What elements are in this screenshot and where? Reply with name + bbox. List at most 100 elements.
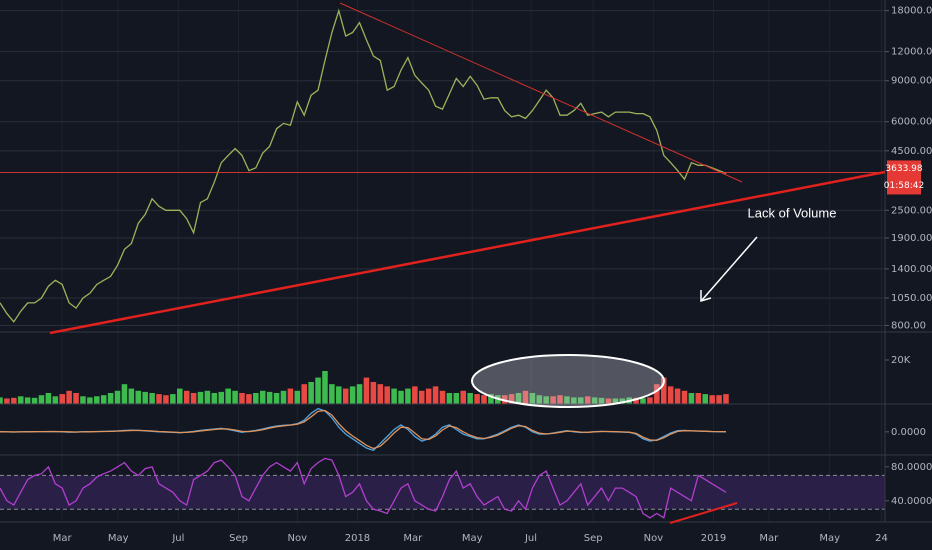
volume-bar	[349, 386, 356, 404]
volume-bar	[4, 398, 10, 404]
volume-bar	[342, 388, 349, 404]
volume-bar	[0, 397, 3, 404]
volume-bar	[31, 397, 38, 404]
volume-bar	[253, 392, 259, 404]
volume-bar	[356, 384, 363, 404]
volume-bar	[647, 397, 653, 404]
volume-bar	[149, 392, 155, 404]
y-tick-label: 9000.00	[891, 76, 932, 87]
x-tick-label: May	[462, 533, 483, 544]
volume-bar	[384, 386, 390, 404]
volume-bar	[564, 396, 570, 404]
volume-bar	[190, 392, 197, 404]
countdown: 01:58:42	[884, 181, 924, 191]
volume-bar	[709, 395, 715, 404]
volume-bar	[674, 388, 681, 404]
volume-bar	[225, 388, 231, 404]
volume-bar	[612, 398, 619, 404]
volume-bar	[584, 396, 591, 404]
volume-bar	[45, 392, 52, 404]
volume-bar	[515, 392, 522, 404]
y-tick-label: 18000.00	[891, 6, 932, 17]
volume-bar	[467, 392, 473, 404]
x-tick-label: May	[108, 533, 129, 544]
volume-bar	[598, 397, 605, 404]
volume-bar	[121, 384, 128, 404]
y-tick-label: 800.00	[891, 320, 926, 331]
volume-bar	[177, 388, 183, 404]
volume-bar	[453, 392, 460, 404]
volume-bar	[370, 381, 377, 404]
volume-bar	[280, 390, 287, 404]
volume-bar	[425, 388, 432, 404]
x-tick-label: Mar	[53, 533, 73, 544]
volume-bar	[66, 390, 72, 404]
volume-bar	[142, 391, 148, 404]
volume-bar	[114, 390, 121, 404]
volume-bar	[183, 390, 190, 404]
x-tick-label: Nov	[644, 533, 664, 544]
volume-bar	[336, 386, 342, 404]
x-tick-label: Nov	[288, 533, 308, 544]
volume-bar	[481, 395, 487, 404]
y-tick-label: 80.0000	[891, 462, 932, 473]
volume-bar	[87, 397, 93, 404]
volume-bar	[308, 381, 314, 404]
volume-bar	[619, 398, 626, 404]
y-tick-label: 40.0000	[891, 496, 932, 507]
annotation: Lack of Volume	[748, 205, 837, 220]
volume-bar	[232, 390, 238, 404]
last-price-background	[887, 160, 921, 195]
x-tick-label: 24	[875, 533, 888, 544]
series-line	[0, 457, 727, 519]
volume-bar	[391, 388, 397, 404]
last-price-box: 3633.98 01:58:42	[884, 160, 924, 195]
volume-bar	[17, 396, 24, 404]
volume-bar	[100, 395, 107, 404]
x-tick-label: Sep	[229, 533, 248, 544]
volume-bar	[543, 396, 549, 404]
x-tick-label: Sep	[584, 533, 603, 544]
volume-bar	[446, 392, 453, 404]
volume-bar	[681, 390, 688, 404]
volume-bar	[654, 384, 660, 404]
volume-bar	[405, 388, 411, 404]
volume-highlight	[471, 354, 665, 408]
x-tick-label: Jul	[171, 533, 184, 544]
y-tick-label: 12000.00	[891, 47, 932, 58]
volume-bar	[439, 390, 446, 404]
volume-bar	[94, 396, 100, 404]
volume-bar	[211, 392, 218, 404]
volume-bar	[218, 391, 225, 404]
volume-bar	[688, 392, 695, 404]
volume-bar	[660, 377, 667, 404]
volume-bar	[80, 396, 86, 404]
volume-bar	[59, 394, 65, 404]
series-line	[0, 8, 727, 323]
volume-bar	[412, 386, 418, 404]
series-line	[0, 409, 727, 450]
volume-bar	[398, 390, 404, 404]
volume-bar	[38, 395, 45, 404]
volume-bar	[716, 395, 722, 404]
volume-bar	[418, 390, 425, 404]
volume-bar	[52, 396, 59, 404]
volume-bar	[702, 394, 708, 404]
y-tick-label: 2500.00	[891, 205, 932, 216]
volume-bar	[474, 394, 480, 404]
x-tick-label: May	[819, 533, 840, 544]
volume-bar	[294, 390, 301, 404]
volume-bar	[550, 396, 556, 404]
volume-bar	[488, 394, 494, 404]
volume-bar	[363, 377, 370, 404]
y-tick-label: 0.0000	[891, 427, 926, 438]
volume-bar	[529, 392, 536, 404]
y-tick-label: 20K	[891, 355, 911, 366]
volume-bar	[239, 392, 245, 404]
last-price: 3633.98	[885, 164, 922, 174]
x-tick-label: 2018	[345, 533, 370, 544]
volume-bar	[723, 394, 729, 404]
volume-bar	[591, 397, 598, 404]
volume-bar	[107, 392, 114, 404]
